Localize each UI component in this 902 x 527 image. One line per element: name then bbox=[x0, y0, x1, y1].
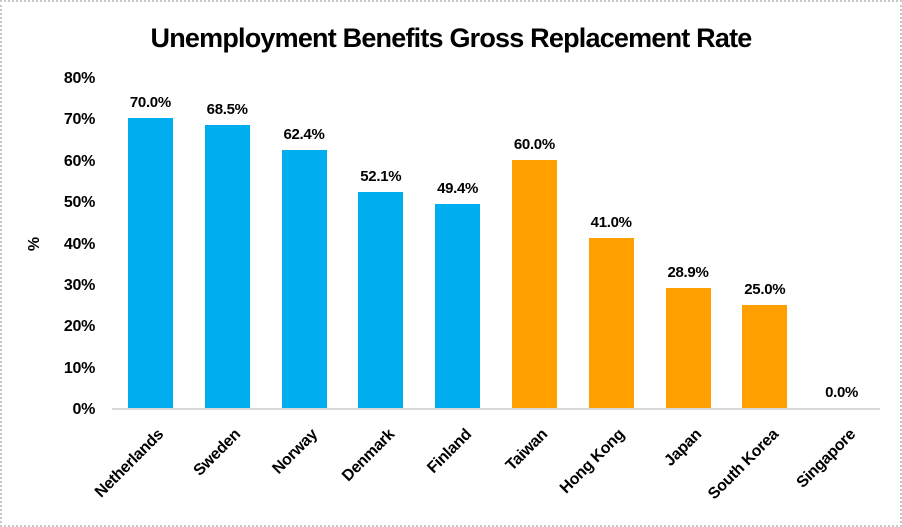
bar-value-label: 28.9% bbox=[667, 264, 709, 282]
bar-value-label: 52.1% bbox=[360, 168, 402, 186]
bar-value-label: 70.0% bbox=[129, 94, 171, 112]
bar-value-label: 60.0% bbox=[513, 135, 555, 153]
bar-taiwan bbox=[511, 159, 557, 408]
bar-finland bbox=[435, 203, 481, 408]
y-tick-label: 50% bbox=[63, 194, 95, 212]
chart-title: Unemployment Benefits Gross Replacement … bbox=[150, 23, 753, 53]
plot-area bbox=[112, 79, 880, 410]
y-tick-label: 70% bbox=[63, 111, 95, 129]
bar-sweden bbox=[204, 124, 250, 408]
bar-value-label: 0.0% bbox=[825, 384, 859, 401]
bar-value-label: 41.0% bbox=[590, 214, 632, 232]
bar-netherlands bbox=[127, 118, 173, 408]
bar-norway bbox=[281, 149, 327, 408]
y-tick-label: 30% bbox=[63, 276, 95, 294]
y-tick-label: 0% bbox=[72, 401, 95, 418]
bar-value-label: 62.4% bbox=[283, 125, 325, 143]
y-tick-label: 10% bbox=[63, 359, 95, 377]
y-tick-label: 60% bbox=[63, 152, 95, 170]
bar-value-label: 25.0% bbox=[744, 280, 786, 298]
bar-japan bbox=[665, 288, 711, 408]
bar-value-label: 49.4% bbox=[437, 179, 479, 197]
bar-south-korea bbox=[742, 304, 788, 408]
bar-denmark bbox=[358, 192, 404, 408]
y-tick-label: 20% bbox=[63, 318, 95, 336]
bar-hong-kong bbox=[588, 238, 634, 408]
bar-value-label: 68.5% bbox=[206, 100, 248, 118]
y-tick-label: 80% bbox=[63, 70, 95, 87]
y-tick-label: 40% bbox=[63, 235, 95, 253]
